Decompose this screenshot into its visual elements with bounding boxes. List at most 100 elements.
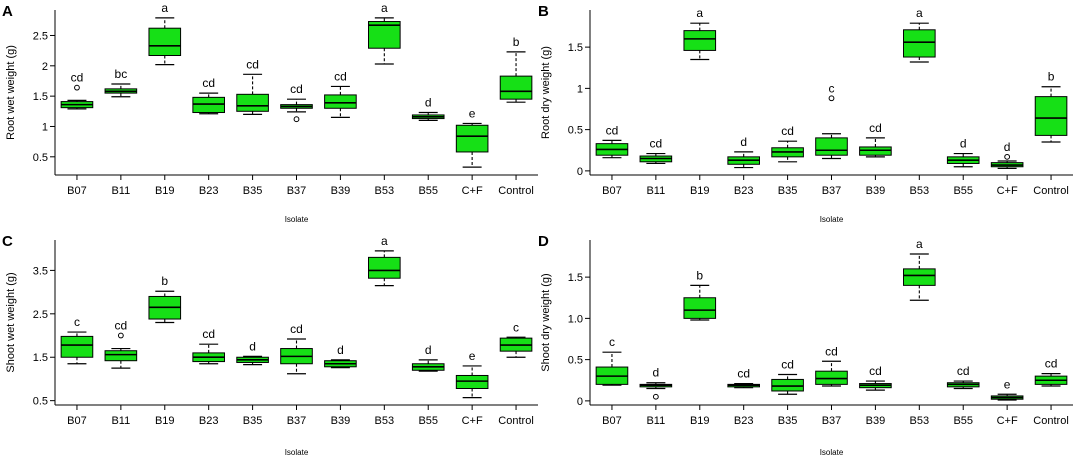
y-tick-label: 0 (577, 166, 583, 178)
y-tick-label: 0.5 (33, 396, 48, 408)
x-tick-label: B37 (287, 185, 307, 197)
x-tick-label: B07 (602, 415, 622, 427)
x-tick-label: B53 (910, 185, 930, 197)
y-tick-label: 1 (42, 121, 48, 133)
significance-label: cd (1045, 357, 1058, 371)
box-c+f (455, 124, 489, 153)
panel-letter-a: A (2, 3, 13, 20)
box-control (499, 75, 533, 100)
y-axis-title: Shoot dry weight (g) (540, 273, 552, 371)
outlier-point (293, 116, 300, 123)
outlier-point (828, 95, 835, 102)
significance-label: b (161, 274, 168, 288)
significance-label: cd (334, 69, 347, 83)
box-b23 (192, 96, 225, 114)
significance-label: a (381, 234, 388, 248)
x-tick-label: B55 (953, 415, 973, 427)
significance-label: d (337, 343, 344, 357)
y-axis-title: Root wet weight (g) (5, 45, 17, 140)
panel-letter-d: D (538, 233, 549, 250)
x-tick-label: Control (1033, 185, 1068, 197)
y-tick-label: 3.5 (33, 265, 48, 277)
x-tick-label: Control (1033, 415, 1068, 427)
x-tick-label: B37 (822, 185, 842, 197)
box-b53 (368, 21, 401, 49)
significance-label: cd (290, 322, 303, 336)
x-tick-label: C+F (997, 185, 1018, 197)
x-tick-label: B19 (155, 185, 175, 197)
significance-label: e (1004, 377, 1011, 391)
x-tick-label: B35 (243, 415, 263, 427)
x-axis-title: Isolate (820, 215, 844, 224)
panel-letter-b: B (538, 3, 549, 20)
significance-label: a (916, 237, 923, 251)
significance-label: cd (825, 344, 838, 358)
outlier-point (117, 332, 124, 339)
y-tick-label: 1.5 (568, 42, 583, 54)
y-tick-label: 2.5 (33, 309, 48, 321)
x-tick-label: B55 (418, 185, 438, 197)
y-tick-label: 0.5 (568, 125, 583, 137)
outlier-point (652, 393, 659, 400)
y-tick-label: 1.0 (568, 313, 583, 325)
y-tick-label: 0.5 (33, 152, 48, 164)
x-tick-label: B23 (199, 415, 219, 427)
x-tick-label: B35 (243, 185, 263, 197)
y-tick-label: 1.5 (33, 352, 48, 364)
box-b35 (771, 378, 804, 392)
significance-label: e (469, 106, 476, 120)
significance-label: d (425, 96, 432, 110)
y-axis-title: Root dry weight (g) (540, 46, 552, 139)
box-b11 (104, 350, 138, 362)
significance-label: cd (650, 137, 663, 151)
significance-label: cd (781, 357, 794, 371)
significance-label: cd (202, 327, 215, 341)
x-tick-label: B19 (155, 415, 175, 427)
significance-label: c (609, 335, 615, 349)
x-tick-label: B55 (418, 415, 438, 427)
significance-label: cd (781, 124, 794, 138)
significance-label: d (960, 137, 967, 151)
significance-label: d (653, 366, 660, 380)
significance-label: cd (202, 76, 215, 90)
x-tick-label: B53 (375, 415, 395, 427)
significance-label: d (249, 339, 256, 353)
x-tick-label: C+F (997, 415, 1018, 427)
box-b37 (815, 137, 848, 156)
outlier-point (74, 84, 80, 91)
significance-label: b (1048, 70, 1055, 84)
x-tick-label: B37 (822, 415, 842, 427)
x-axis-title: Isolate (820, 448, 844, 457)
x-tick-label: B07 (67, 415, 87, 427)
box-b37 (815, 370, 848, 385)
x-tick-label: B11 (111, 185, 130, 197)
x-tick-label: B07 (67, 185, 87, 197)
y-tick-label: 0 (577, 396, 583, 408)
x-tick-label: B37 (287, 415, 307, 427)
significance-label: c (513, 320, 519, 334)
x-tick-label: B23 (199, 185, 219, 197)
significance-label: d (740, 135, 747, 149)
significance-label: c (74, 315, 80, 329)
significance-label: b (696, 268, 703, 282)
significance-label: a (381, 1, 388, 15)
x-tick-label: B35 (778, 185, 798, 197)
significance-label: d (1004, 140, 1011, 154)
box-c+f (455, 374, 489, 390)
significance-label: a (161, 1, 168, 15)
x-tick-label: C+F (462, 415, 483, 427)
box-b53 (903, 268, 936, 286)
x-tick-label: B19 (690, 415, 710, 427)
significance-label: d (425, 343, 432, 357)
significance-label: cd (957, 364, 970, 378)
significance-label: b (513, 35, 520, 49)
x-axis-title: Isolate (285, 448, 309, 457)
y-tick-label: 2.5 (33, 30, 48, 42)
significance-label: cd (71, 71, 84, 85)
x-tick-label: B39 (331, 185, 351, 197)
significance-label: cd (606, 123, 619, 137)
significance-label: cd (290, 82, 303, 96)
x-tick-label: B23 (734, 185, 754, 197)
x-tick-label: B39 (866, 185, 886, 197)
x-tick-label: B39 (331, 415, 351, 427)
